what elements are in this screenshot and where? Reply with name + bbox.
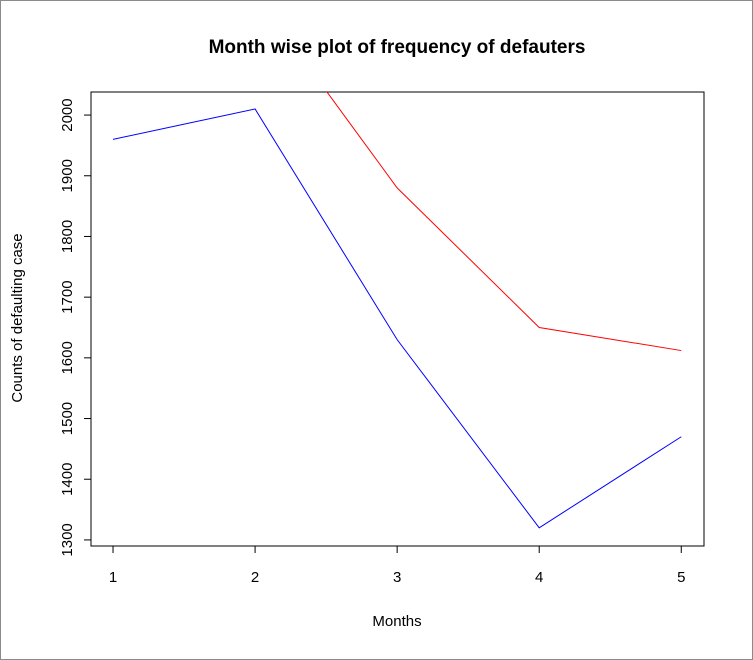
- x-tick-label: 3: [393, 569, 401, 586]
- x-tick-label: 1: [109, 569, 117, 586]
- series-line: [112, 108, 682, 529]
- y-tick-label: 1400: [59, 463, 76, 496]
- x-axis-label: Months: [372, 613, 421, 630]
- plot-area: [112, 92, 682, 529]
- x-tick-label: 2: [251, 569, 259, 586]
- y-tick-label: 2000: [59, 98, 76, 131]
- y-tick-label: 1600: [59, 341, 76, 374]
- y-tick-label: 1300: [59, 523, 76, 556]
- y-tick-label: 1800: [59, 220, 76, 253]
- y-tick-label: 1500: [59, 402, 76, 435]
- y-axis-label: Counts of defaulting case: [9, 233, 26, 402]
- x-tick-label: 5: [677, 569, 685, 586]
- series-line: [326, 92, 682, 352]
- y-tick-label: 1900: [59, 159, 76, 192]
- y-tick-label: 1700: [59, 280, 76, 313]
- chart-title: Month wise plot of frequency of defauter…: [209, 37, 586, 58]
- x-tick-label: 4: [535, 569, 543, 586]
